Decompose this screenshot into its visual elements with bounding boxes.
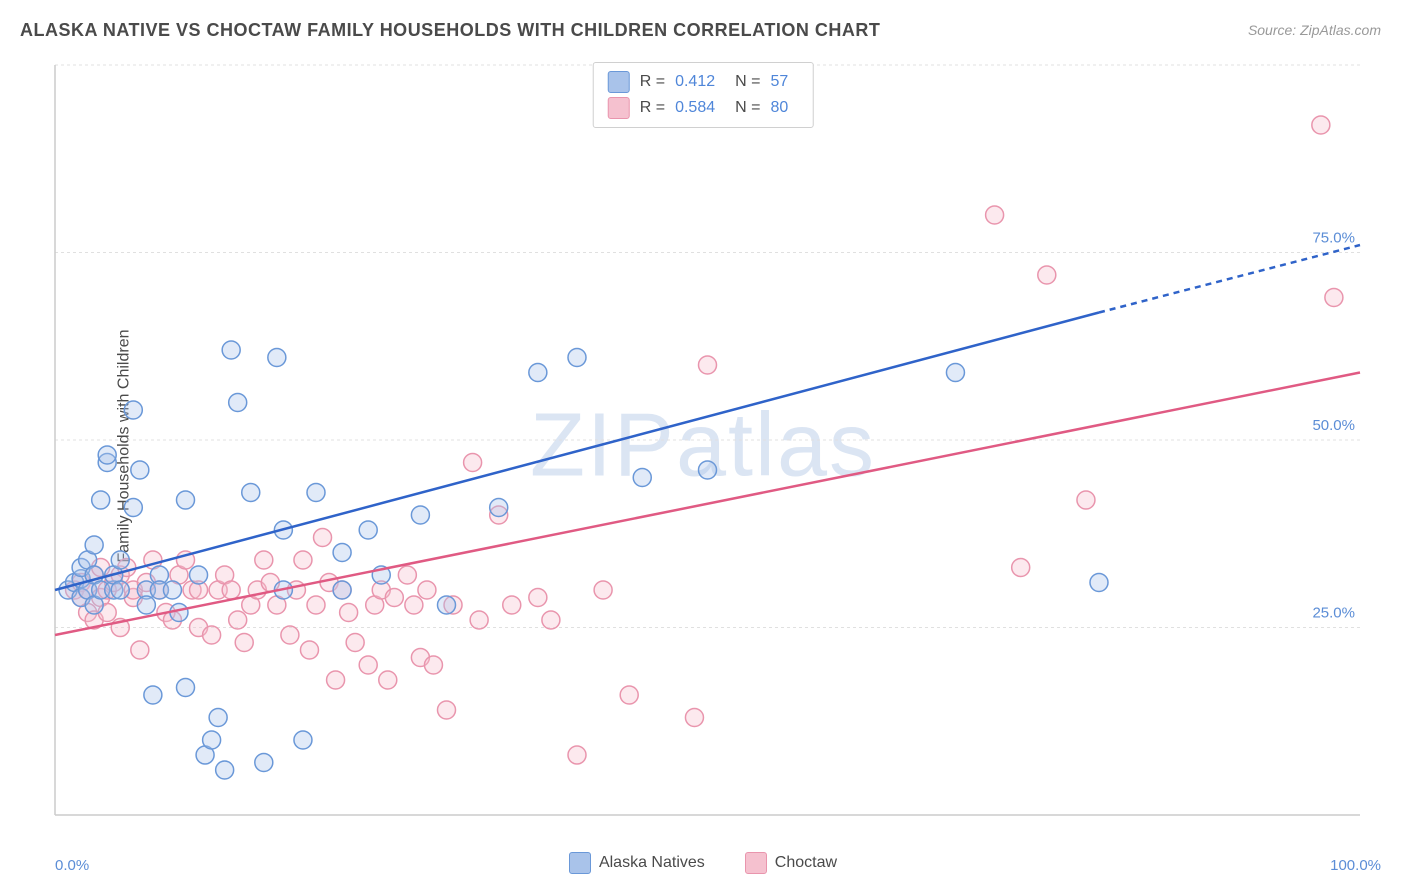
y-tick-labels: 25.0% 50.0% 75.0% 100.0% bbox=[1304, 55, 1355, 622]
stats-n-label: N = bbox=[735, 99, 760, 117]
stats-swatch-alaska bbox=[608, 71, 630, 93]
svg-text:100.0%: 100.0% bbox=[1304, 55, 1355, 59]
legend-item-alaska: Alaska Natives bbox=[569, 852, 705, 874]
stats-n-value-choctaw: 80 bbox=[770, 99, 788, 117]
stats-row-alaska: R = 0.412 N = 57 bbox=[608, 69, 799, 95]
grid bbox=[55, 65, 1360, 628]
stats-r-value-alaska: 0.412 bbox=[675, 73, 715, 91]
stats-swatch-choctaw bbox=[608, 97, 630, 119]
stats-row-choctaw: R = 0.584 N = 80 bbox=[608, 95, 799, 121]
stats-legend-box: R = 0.412 N = 57 R = 0.584 N = 80 bbox=[593, 62, 814, 128]
stats-r-value-choctaw: 0.584 bbox=[675, 99, 715, 117]
trendlines bbox=[55, 245, 1360, 635]
axes bbox=[55, 65, 1360, 815]
bottom-legend: Alaska Natives Choctaw bbox=[0, 852, 1406, 874]
stats-r-label: R = bbox=[640, 73, 665, 91]
svg-text:50.0%: 50.0% bbox=[1312, 417, 1355, 434]
legend-swatch-choctaw bbox=[745, 852, 767, 874]
stats-n-label: N = bbox=[735, 73, 760, 91]
stats-r-label: R = bbox=[640, 99, 665, 117]
stats-n-value-alaska: 57 bbox=[770, 73, 788, 91]
chart-title: ALASKA NATIVE VS CHOCTAW FAMILY HOUSEHOL… bbox=[20, 20, 880, 41]
source-attribution: Source: ZipAtlas.com bbox=[1248, 22, 1381, 38]
legend-label-alaska: Alaska Natives bbox=[599, 854, 705, 872]
svg-text:75.0%: 75.0% bbox=[1312, 230, 1355, 247]
legend-label-choctaw: Choctaw bbox=[775, 854, 837, 872]
svg-text:25.0%: 25.0% bbox=[1312, 605, 1355, 622]
series-alaska-points bbox=[59, 341, 1108, 779]
scatter-chart: 25.0% 50.0% 75.0% 100.0% bbox=[50, 55, 1380, 830]
legend-swatch-alaska bbox=[569, 852, 591, 874]
legend-item-choctaw: Choctaw bbox=[745, 852, 837, 874]
